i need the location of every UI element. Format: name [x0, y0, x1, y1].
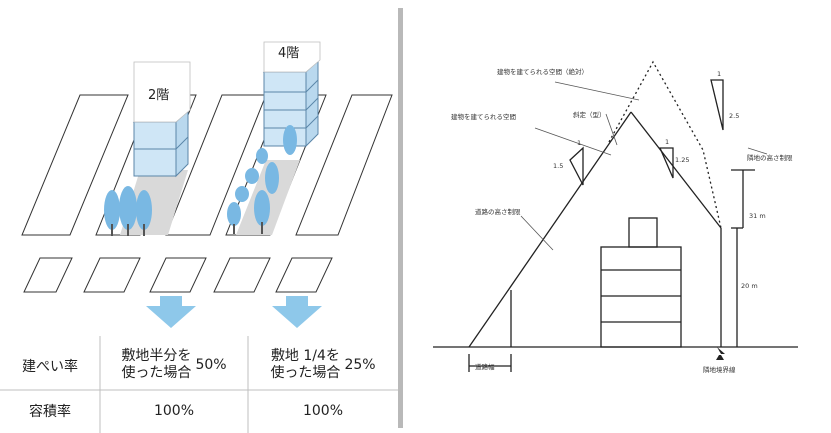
floor-ratio-header: 容積率: [29, 404, 71, 420]
ratio-left-1: 1: [577, 139, 581, 147]
ratio-mid-val: 1.25: [675, 156, 689, 164]
ratio-triangle-top: [710, 79, 724, 131]
arrow-down-2: [272, 296, 322, 328]
label-absolute-height: 建物を建てられる空間（絶対）: [497, 67, 588, 76]
ratio-mid-1: 1: [665, 138, 669, 146]
label-road-height-limit: 道路の高さ制限: [475, 207, 521, 216]
label-setback: 斜定（型）: [573, 110, 606, 119]
coverage-col2: 敷地 1/4を 使った場合 25%: [248, 340, 398, 390]
height-limit-diagram: 建物を建てられる空間（絶対） 建物を建てられる空間 斜定（型） 道路の高さ制限 …: [433, 60, 798, 374]
label-boundary: 隣地境界線: [703, 365, 736, 374]
down-arrows: [146, 296, 322, 328]
site-strips: [21, 94, 393, 236]
floor-ratio-col1: 100%: [153, 403, 195, 419]
col1-description: 敷地半分を 使った場合: [121, 348, 192, 381]
building-2f-label: 2階: [148, 88, 169, 103]
label-neighbor-height-limit: 隣地の高さ制限: [747, 153, 793, 162]
table-grid: [0, 336, 398, 433]
floor-ratio-col2: 100%: [302, 403, 344, 419]
coverage-col1-value: 50%: [195, 357, 227, 373]
coverage-col1: 敷地半分を 使った場合 50%: [100, 340, 248, 390]
neighbor-slope-line: [630, 111, 722, 229]
site-strip-5: [295, 94, 393, 236]
building-outline: [600, 246, 682, 348]
site-strip-1: [21, 94, 129, 236]
absolute-height-dotted: [608, 60, 722, 229]
dim-31-label: 31 m: [749, 212, 766, 220]
dim-20-label: 20 m: [741, 282, 758, 290]
col2-description: 敷地 1/4を 使った場合: [270, 348, 341, 381]
building-2f: [132, 61, 191, 178]
ratio-top-1: 1: [717, 70, 721, 78]
road-slope-line: [468, 111, 632, 348]
arrow-down-1: [146, 296, 196, 328]
building-4f: [262, 41, 321, 148]
label-buildable-space: 建物を建てられる空間: [451, 112, 516, 121]
ratio-top-val: 2.5: [729, 112, 739, 120]
coverage-col2-value: 25%: [344, 357, 376, 373]
label-road-width: 道路幅: [475, 362, 495, 371]
ratio-left-val: 1.5: [553, 162, 563, 170]
panel-divider: [398, 8, 403, 428]
trees-b: [227, 125, 297, 234]
left-panel: 2階 4階 建ぺい率 敷地半分を 使った場合 50% 敷地 1/4を 使った場合…: [0, 0, 398, 433]
trees-a: [104, 186, 152, 236]
coverage-ratio-header: 建ぺい率: [22, 359, 78, 375]
right-panel: 建物を建てられる空間（絶対） 建物を建てられる空間 斜定（型） 道路の高さ制限 …: [403, 0, 831, 433]
lower-strips: [23, 257, 333, 293]
coverage-illustration: 2階 4階: [0, 41, 398, 433]
building-4f-label: 4階: [278, 46, 299, 61]
